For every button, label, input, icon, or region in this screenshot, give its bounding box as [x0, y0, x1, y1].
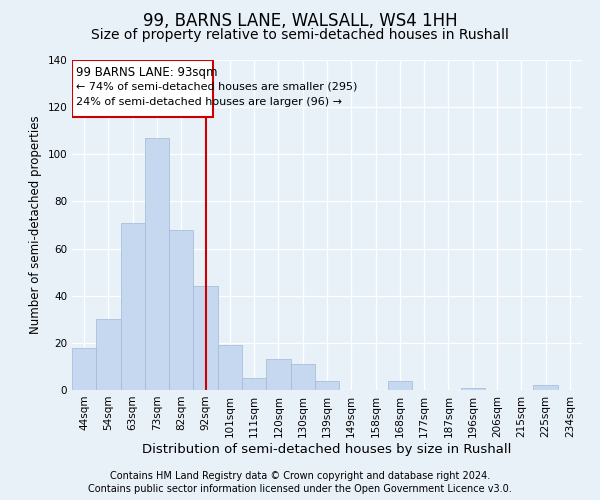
X-axis label: Distribution of semi-detached houses by size in Rushall: Distribution of semi-detached houses by …: [142, 442, 512, 456]
Bar: [242, 378, 266, 390]
Bar: [266, 360, 290, 390]
Text: 99 BARNS LANE: 93sqm: 99 BARNS LANE: 93sqm: [76, 66, 217, 79]
Bar: [72, 348, 96, 390]
Bar: [388, 380, 412, 390]
Bar: [533, 386, 558, 390]
Text: Contains HM Land Registry data © Crown copyright and database right 2024.: Contains HM Land Registry data © Crown c…: [110, 471, 490, 481]
FancyBboxPatch shape: [72, 60, 213, 116]
Bar: [315, 380, 339, 390]
Text: ← 74% of semi-detached houses are smaller (295): ← 74% of semi-detached houses are smalle…: [76, 81, 357, 91]
Bar: [218, 345, 242, 390]
Bar: [145, 138, 169, 390]
Text: 24% of semi-detached houses are larger (96) →: 24% of semi-detached houses are larger (…: [76, 96, 341, 106]
Bar: [121, 222, 145, 390]
Bar: [96, 320, 121, 390]
Bar: [461, 388, 485, 390]
Bar: [290, 364, 315, 390]
Bar: [193, 286, 218, 390]
Text: 99, BARNS LANE, WALSALL, WS4 1HH: 99, BARNS LANE, WALSALL, WS4 1HH: [143, 12, 457, 30]
Y-axis label: Number of semi-detached properties: Number of semi-detached properties: [29, 116, 42, 334]
Text: Contains public sector information licensed under the Open Government Licence v3: Contains public sector information licen…: [88, 484, 512, 494]
Bar: [169, 230, 193, 390]
Text: Size of property relative to semi-detached houses in Rushall: Size of property relative to semi-detach…: [91, 28, 509, 42]
